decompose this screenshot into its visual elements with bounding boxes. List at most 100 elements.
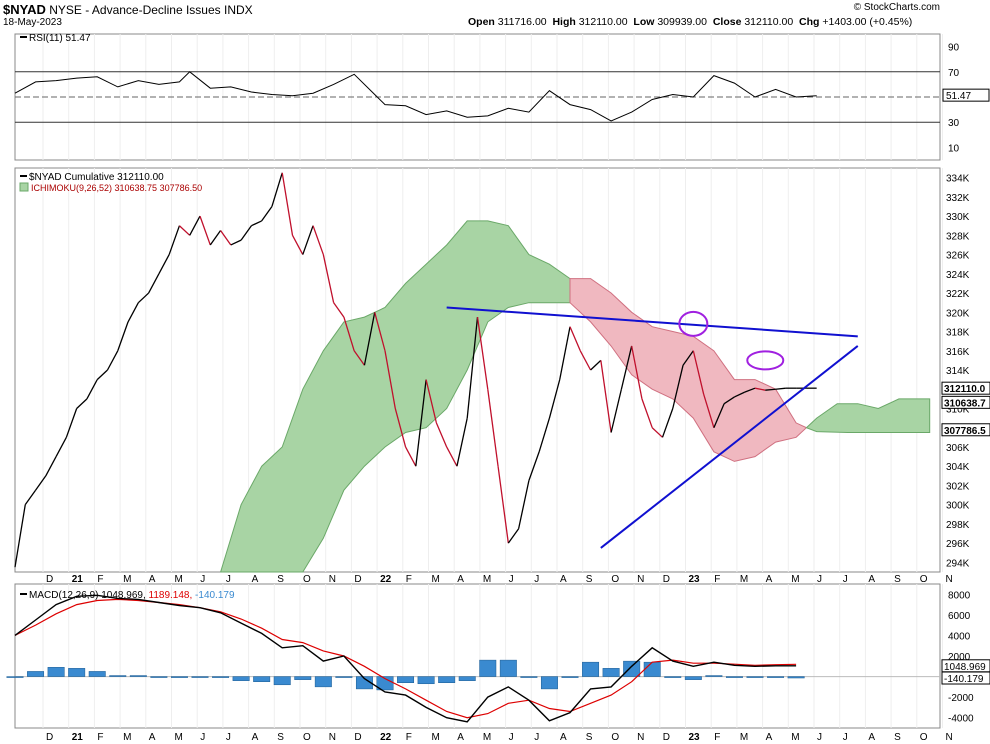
price-segment [65,408,78,438]
price-segment [610,389,623,433]
macd-hist-bar [540,676,558,690]
price-segment [281,172,294,236]
macd-panel-frame [14,583,941,729]
price-segment [682,350,694,366]
price-tick-label: 302K [946,481,970,492]
macd-line [14,594,797,723]
x-tick-label-bottom: D [354,732,361,743]
price-segment [14,504,26,568]
x-tick-label-bottom: J [817,732,822,743]
price-tick-label: 332K [946,193,970,204]
price-segment [497,466,509,544]
price-segment [322,254,335,303]
open-label: Open [468,16,495,28]
ichimoku-b-badge-text: 307786.5 [944,426,986,437]
x-tick-label-bottom: A [560,732,567,743]
macd-hist-bar [767,676,785,678]
price-last-badge-box [941,381,990,395]
price-segment [590,359,602,371]
macd-hist-bar [294,676,312,680]
ichimoku-a-badge-text: 310638.7 [944,398,986,409]
rsi-tick-label: 10 [948,143,960,154]
macd-hist-bar [355,676,373,690]
ichimoku-cloud-green [219,220,571,573]
price-segment [168,225,181,255]
x-tick-label-top: M [791,574,799,585]
macd-hist-bar [170,676,188,678]
macd-hist-badge-text: -140.179 [944,674,984,685]
macd-tick-label: -2000 [948,693,974,704]
x-tick-label-bottom: O [920,732,928,743]
x-tick-label-bottom: A [149,732,156,743]
macd-hist-bar [582,661,600,677]
macd-hist-bar [273,676,291,686]
close-label: Close [712,16,742,28]
instrument-type: INDX [223,3,253,17]
price-segment [507,528,520,544]
price-segment [86,379,98,400]
macd-hist-bar [88,671,106,677]
x-tick-label-top: F [97,574,103,585]
price-segment [476,317,489,390]
macd-hist-bar [6,676,24,678]
price-segment [76,398,88,409]
price-segment [702,393,715,428]
macd-hist-bar [417,676,435,685]
price-segment [127,302,139,323]
macd-tick-label: -4000 [948,714,974,725]
price-segment [179,225,191,236]
x-tick-label-top: A [868,574,875,585]
x-tick-label-top: S [894,574,901,585]
x-tick-label-top: A [252,574,259,585]
price-tick-label: 318K [946,328,970,339]
x-tick-label-bottom: M [483,732,491,743]
price-segment [209,230,222,246]
low-label: Low [633,16,655,28]
x-tick-label-bottom: M [175,732,183,743]
low-value: 309939.00 [657,16,707,28]
ticker-symbol: $NYAD [3,2,46,17]
macd-hist-bar [47,667,65,677]
ichimoku-legend-swatch [19,182,29,192]
macd-hist-bar [109,675,127,677]
x-tick-label-top: A [149,574,156,585]
price-segment [189,215,201,236]
x-tick-label-top: M [483,574,491,585]
exchange-desc: NYSE - Advance-Decline Issues [49,3,221,17]
highlight-circle-feb [678,310,709,337]
x-tick-label-bottom: N [329,732,336,743]
price-tick-label: 324K [946,270,970,281]
rsi-tick-label: 90 [948,43,960,54]
x-tick-label-top: J [817,574,822,585]
price-segment [631,345,643,399]
price-tick-label: 320K [946,308,970,319]
price-segment [35,475,47,491]
price-tick-label: 322K [946,289,970,300]
price-tick-label: 330K [946,212,970,223]
price-segment [302,225,314,255]
price-segment [96,369,108,381]
price-segment [466,317,479,419]
macd-tick-label: 4000 [948,631,971,642]
price-segment [559,326,571,380]
x-tick-label-bottom: N [637,732,644,743]
x-tick-label-top: 23 [689,574,701,585]
x-tick-label-top: M [175,574,183,585]
macd-hist-bar [129,675,147,677]
macd-hist-bar [479,659,497,677]
resistance-trendline [446,306,858,338]
price-tick-label: 334K [946,174,970,185]
x-tick-label-top: N [329,574,336,585]
price-segment [230,239,242,246]
price-segment [343,316,355,351]
macd-hist-bar [253,676,271,682]
x-tick-label-top: M [432,574,440,585]
price-segment [333,302,345,318]
macd-hist-bar [438,676,456,683]
x-tick-label-top: J [200,574,205,585]
rsi-legend-label: RSI(11) 51.47 [29,33,91,44]
price-segment [734,391,745,398]
macd-hist-bar [68,668,86,677]
price-segment [117,321,129,351]
